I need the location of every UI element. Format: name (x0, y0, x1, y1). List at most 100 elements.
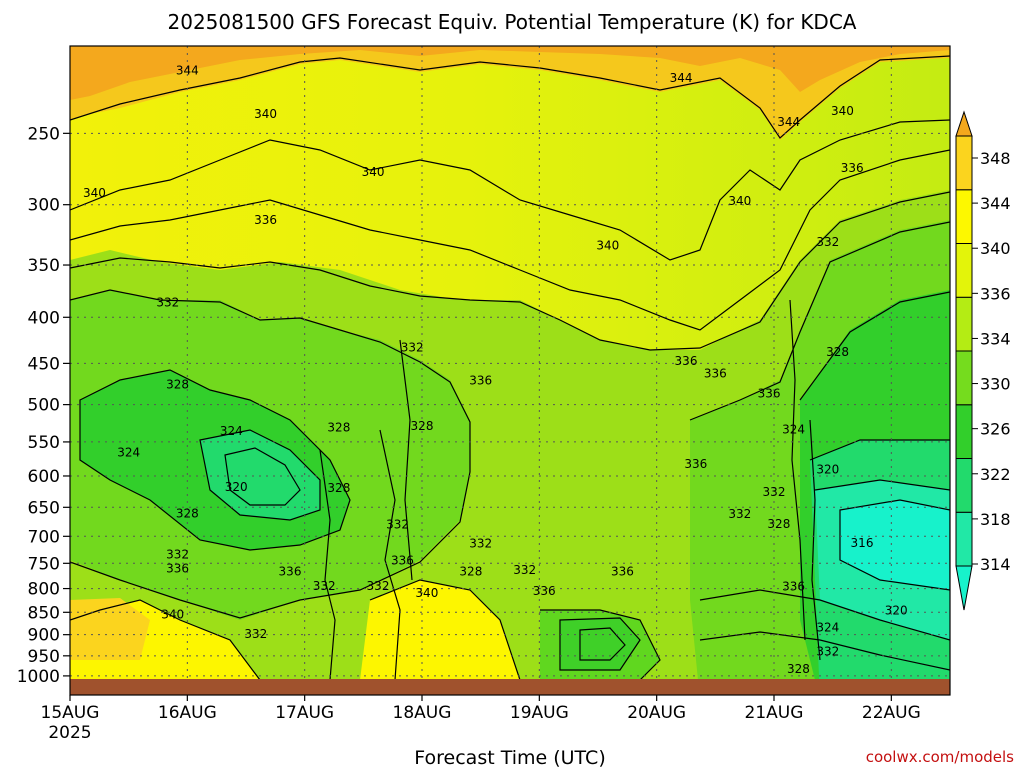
chart-title: 2025081500 GFS Forecast Equiv. Potential… (168, 10, 857, 34)
y-tick-label: 800 (28, 580, 60, 600)
contour-label: 332 (728, 507, 751, 521)
contour-label: 340 (254, 107, 277, 121)
contour-label: 324 (782, 423, 805, 437)
contour-label: 332 (244, 627, 267, 641)
colorbar-box (955, 350, 973, 406)
x-tick-label: 17AUG (275, 703, 334, 723)
contour-line (689, 221, 950, 421)
contour-label: 332 (763, 485, 786, 499)
y-tick-label: 500 (28, 396, 60, 416)
colorbar-label: 314 (980, 555, 1011, 574)
contour-label: 336 (758, 387, 781, 401)
contour-label: 340 (596, 239, 619, 253)
contour-label: 336 (684, 457, 707, 471)
contour-label: 340 (728, 194, 751, 208)
colorbar-cap-low (955, 565, 973, 611)
contour-line (379, 429, 401, 681)
field-region-344-upper (70, 46, 950, 140)
y-tick-label: 900 (28, 626, 60, 646)
contour-label: 340 (83, 186, 106, 200)
contour-label: 336 (279, 565, 302, 579)
colorbar-label: 344 (980, 194, 1011, 213)
contour-line (809, 439, 950, 461)
contour-line (399, 339, 413, 581)
colorbar-label: 334 (980, 329, 1011, 348)
y-tick-label: 300 (28, 196, 60, 216)
y-tick-label: 750 (28, 554, 60, 574)
contour-label: 320 (225, 480, 248, 494)
contour-label: 316 (851, 536, 874, 550)
contour-label: 328 (411, 419, 434, 433)
contour-label: 336 (254, 213, 277, 227)
colorbar-label: 348 (980, 149, 1011, 168)
contour-label: 328 (327, 481, 350, 495)
x-tick-label: 15AUG (41, 703, 100, 723)
field-region-322 (200, 430, 320, 520)
contour-label: 332 (469, 537, 492, 551)
x-year-label: 2025 (48, 723, 91, 743)
contour-label: 332 (386, 517, 409, 531)
contour-line (540, 609, 661, 681)
contour-line (369, 579, 521, 681)
colorbar: 348 344 340 336 334 330 326 322 318 314 (955, 110, 1011, 611)
field-region-348-upper (70, 46, 950, 100)
credit-text: coolwx.com/models (866, 748, 1014, 766)
contour-lines (70, 55, 950, 681)
contour-label: 332 (513, 563, 536, 577)
contour-label: 324 (816, 621, 839, 635)
contour-label: 332 (816, 645, 839, 659)
contour-line (70, 119, 950, 261)
colorbar-box (955, 135, 973, 191)
y-tick-label: 250 (28, 124, 60, 144)
colorbar-box (955, 296, 973, 352)
contour-label: 340 (362, 165, 385, 179)
contour-labels: 3443443443403403403403403403363363363363… (83, 64, 908, 676)
contour-label: 328 (826, 345, 849, 359)
plot-area (70, 46, 950, 695)
colorbar-label: 330 (980, 375, 1011, 394)
y-tick-label: 950 (28, 647, 60, 667)
contour-label: 332 (367, 579, 390, 593)
colorbar-label: 340 (980, 239, 1011, 258)
contour-line (814, 479, 950, 491)
contour-label: 332 (401, 340, 424, 354)
x-tick-label: 19AUG (510, 703, 569, 723)
y-tick-label: 850 (28, 603, 60, 623)
contour-line (699, 589, 950, 641)
contour-label: 332 (816, 235, 839, 249)
contour-label: 336 (611, 565, 634, 579)
y-tick-label: 400 (28, 308, 60, 328)
contour-label: 328 (176, 506, 199, 520)
contour-label: 324 (220, 424, 243, 438)
contour-label: 336 (782, 580, 805, 594)
colorbar-label: 318 (980, 510, 1011, 529)
contour-line (70, 149, 950, 331)
colorbar-box (955, 511, 973, 567)
contour-label: 328 (767, 517, 790, 531)
contour-line (70, 289, 471, 619)
contour-label: 328 (327, 420, 350, 434)
contour-label: 332 (166, 547, 189, 561)
ground-surface (70, 679, 950, 695)
y-tick-label: 600 (28, 467, 60, 487)
colorbar-box (955, 189, 973, 244)
contour-line (809, 419, 821, 661)
x-tick-label: 18AUG (393, 703, 452, 723)
contour-label: 340 (161, 608, 184, 622)
contour-line (789, 299, 806, 641)
contour-line (199, 429, 321, 521)
contour-label: 328 (787, 662, 810, 676)
colorbar-label: 322 (980, 465, 1011, 484)
contour-label: 336 (166, 561, 189, 575)
contour-line (839, 499, 950, 591)
contour-label: 328 (459, 565, 482, 579)
contour-label: 344 (176, 64, 199, 78)
y-tick-label: 450 (28, 354, 60, 374)
contour-line (79, 369, 351, 551)
contour-label: 340 (831, 104, 854, 118)
y-tick-label: 650 (28, 498, 60, 518)
contour-label: 332 (313, 579, 336, 593)
contour-line (559, 617, 641, 671)
contour-label: 332 (156, 295, 179, 309)
contour-label: 336 (533, 584, 556, 598)
